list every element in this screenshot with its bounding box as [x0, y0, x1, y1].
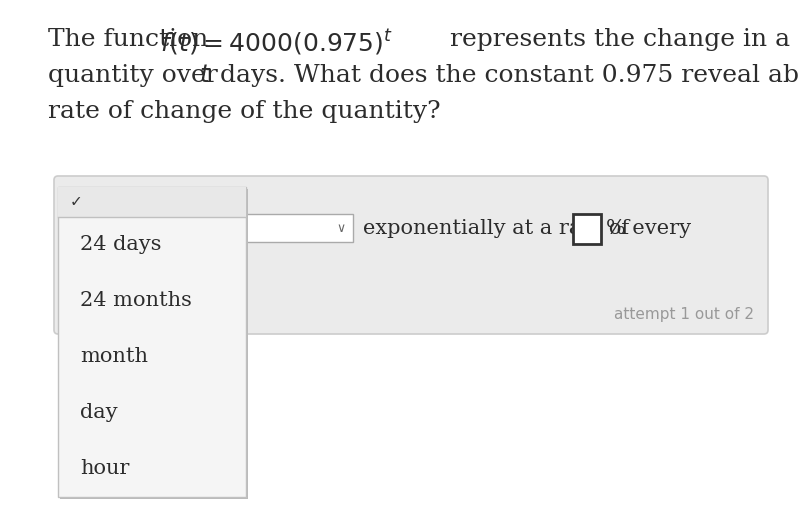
Text: 24 days: 24 days — [80, 235, 162, 255]
Text: 24 months: 24 months — [80, 291, 192, 311]
Text: The function: The function — [48, 28, 216, 51]
Text: hour: hour — [80, 460, 130, 479]
Bar — [58, 187, 246, 217]
Text: represents the change in a: represents the change in a — [442, 28, 790, 51]
Text: ✓: ✓ — [70, 194, 82, 210]
Text: attempt 1 out of 2: attempt 1 out of 2 — [614, 307, 754, 322]
Text: The function is: The function is — [74, 219, 232, 237]
Text: exponentially at a rate of: exponentially at a rate of — [363, 219, 629, 237]
Bar — [58, 187, 246, 497]
Text: days. What does the constant 0.975 reveal about the: days. What does the constant 0.975 revea… — [212, 64, 800, 87]
Bar — [60, 189, 248, 499]
Text: month: month — [80, 347, 148, 367]
Text: % every: % every — [606, 219, 691, 237]
Bar — [573, 214, 601, 244]
Text: ∨: ∨ — [337, 222, 346, 234]
Text: rate of change of the quantity?: rate of change of the quantity? — [48, 100, 441, 123]
FancyBboxPatch shape — [233, 214, 353, 242]
FancyBboxPatch shape — [54, 176, 768, 334]
Text: $t$: $t$ — [199, 64, 211, 87]
Text: $f(t) = 4000(0.975)^{t}$: $f(t) = 4000(0.975)^{t}$ — [160, 28, 393, 58]
Text: quantity over: quantity over — [48, 64, 226, 87]
Text: day: day — [80, 403, 118, 423]
